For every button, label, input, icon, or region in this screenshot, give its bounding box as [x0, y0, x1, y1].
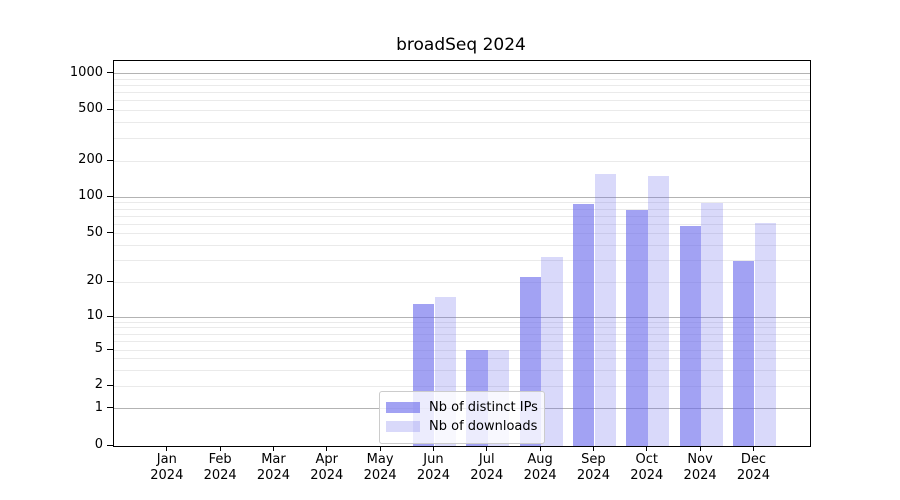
- x-axis-tick: [432, 446, 434, 451]
- chart-title: broadSeq 2024: [396, 35, 526, 55]
- legend-swatch-downloads: [386, 421, 420, 432]
- minor-gridline: [114, 369, 810, 371]
- bar-distinct-ips-sep: [573, 204, 595, 446]
- x-axis-tick-label: Jun 2024: [416, 452, 450, 483]
- y-axis-tick: [107, 384, 113, 386]
- x-axis-tick-label: May 2024: [363, 452, 397, 483]
- y-axis-tick: [107, 72, 113, 74]
- minor-gridline: [114, 327, 810, 329]
- minor-gridline: [114, 84, 810, 86]
- minor-gridline: [114, 349, 810, 351]
- minor-gridline: [114, 233, 810, 235]
- x-axis-tick-label: Aug 2024: [523, 452, 557, 483]
- bar-distinct-ips-dec: [733, 260, 755, 446]
- legend-item-distinct-ips: Nb of distinct IPs: [386, 398, 538, 417]
- minor-gridline: [114, 385, 810, 387]
- x-axis-tick: [592, 446, 594, 451]
- minor-gridline: [114, 341, 810, 343]
- y-axis-tick-label: 100: [78, 188, 103, 204]
- y-axis-tick-label: 50: [86, 224, 103, 240]
- x-axis-tick: [272, 446, 274, 451]
- plot-area: Nb of distinct IPs Nb of downloads: [113, 60, 811, 447]
- x-axis-tick-label: Jul 2024: [470, 452, 504, 483]
- x-axis-tick: [646, 446, 648, 451]
- y-axis-tick: [107, 348, 113, 350]
- minor-gridline: [114, 109, 810, 111]
- bar-downloads-nov: [701, 202, 723, 446]
- minor-gridline: [114, 99, 810, 101]
- x-axis-tick: [699, 446, 701, 451]
- x-axis-tick: [219, 446, 221, 451]
- x-axis-tick: [166, 446, 168, 451]
- bar-downloads-sep: [594, 174, 617, 446]
- minor-gridline: [114, 208, 810, 210]
- legend: Nb of distinct IPs Nb of downloads: [379, 391, 545, 444]
- y-axis-tick-label: 500: [78, 101, 103, 116]
- minor-gridline: [114, 333, 810, 335]
- y-axis-tick-label: 5: [94, 341, 103, 357]
- x-axis-tick: [539, 446, 541, 451]
- bar-downloads-aug: [541, 257, 563, 446]
- minor-gridline: [114, 260, 810, 262]
- x-axis-tick: [379, 446, 381, 451]
- y-axis-tick: [107, 407, 113, 409]
- y-axis-tick-label: 10: [86, 308, 103, 323]
- minor-gridline: [114, 78, 810, 80]
- minor-gridline: [114, 137, 810, 139]
- bar-downloads-oct: [648, 176, 670, 446]
- minor-gridline: [114, 91, 810, 93]
- major-gridline: [114, 316, 810, 318]
- bar-distinct-ips-oct: [626, 210, 648, 446]
- y-axis-tick-label: 0: [94, 437, 103, 452]
- x-axis-tick: [326, 446, 328, 451]
- minor-gridline: [114, 244, 810, 246]
- y-axis-tick: [107, 232, 113, 234]
- minor-gridline: [114, 321, 810, 323]
- legend-swatch-distinct-ips: [386, 402, 420, 413]
- legend-label-distinct-ips: Nb of distinct IPs: [429, 400, 538, 415]
- y-axis-tick: [107, 159, 113, 161]
- minor-gridline: [114, 223, 810, 225]
- minor-gridline: [114, 121, 810, 123]
- y-axis-tick-label: 20: [86, 273, 103, 288]
- y-axis-tick: [107, 280, 113, 282]
- major-gridline: [114, 73, 810, 75]
- y-axis-tick: [107, 195, 113, 197]
- x-axis-tick: [486, 446, 488, 451]
- y-axis-tick-label: 200: [78, 152, 103, 167]
- legend-item-downloads: Nb of downloads: [386, 417, 538, 436]
- x-axis-tick-label: Feb 2024: [203, 452, 237, 483]
- minor-gridline: [114, 215, 810, 217]
- x-axis-tick-label: Apr 2024: [310, 452, 344, 483]
- y-axis-tick-label: 1: [94, 399, 103, 415]
- x-axis-tick-label: Jan 2024: [150, 452, 184, 483]
- bar-downloads-dec: [754, 223, 777, 446]
- y-axis-tick: [107, 108, 113, 110]
- x-axis-tick-label: Dec 2024: [736, 452, 770, 483]
- y-axis-tick: [107, 315, 113, 317]
- minor-gridline: [114, 160, 810, 162]
- minor-gridline: [114, 202, 810, 204]
- x-axis-tick-label: Oct 2024: [630, 452, 664, 483]
- x-axis-tick-label: Sep 2024: [576, 452, 610, 483]
- x-axis-tick: [752, 446, 754, 451]
- x-axis-tick-label: Nov 2024: [683, 452, 717, 483]
- y-axis-tick: [107, 444, 113, 446]
- x-axis-tick-label: Mar 2024: [256, 452, 290, 483]
- y-axis-tick-label: 2: [94, 377, 103, 392]
- bar-distinct-ips-nov: [679, 225, 702, 446]
- major-gridline: [114, 196, 810, 198]
- minor-gridline: [114, 358, 810, 360]
- minor-gridline: [114, 281, 810, 283]
- y-axis-tick-label: 1000: [69, 64, 103, 80]
- legend-label-downloads: Nb of downloads: [429, 419, 538, 434]
